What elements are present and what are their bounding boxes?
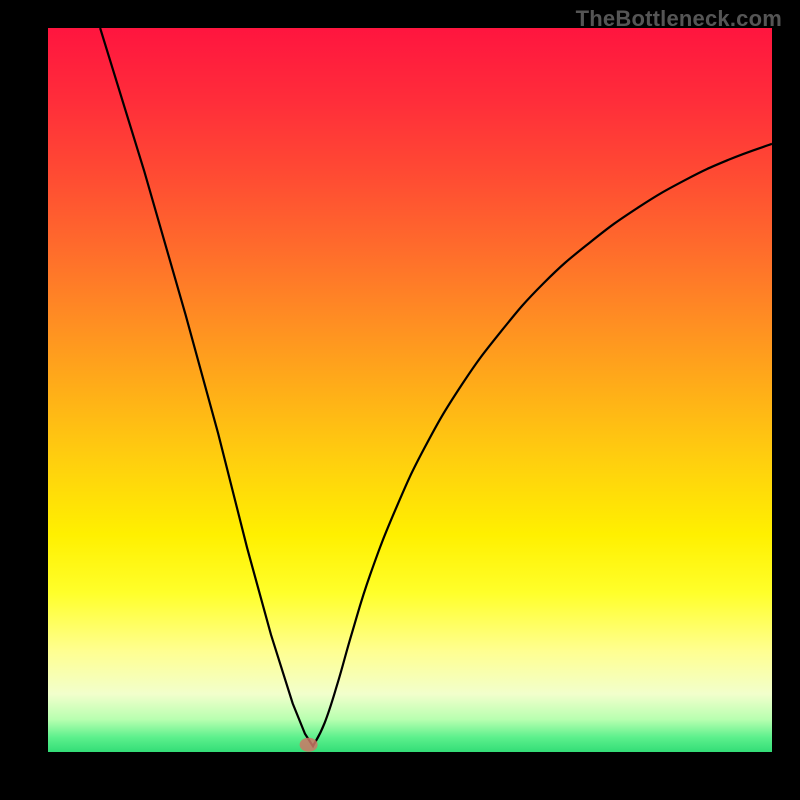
chart-container: TheBottleneck.com: [0, 0, 800, 800]
minimum-marker: [300, 738, 318, 752]
curve-layer: [48, 28, 772, 752]
watermark-text: TheBottleneck.com: [576, 6, 782, 32]
plot-area: [48, 28, 772, 752]
bottleneck-curve: [100, 28, 772, 746]
